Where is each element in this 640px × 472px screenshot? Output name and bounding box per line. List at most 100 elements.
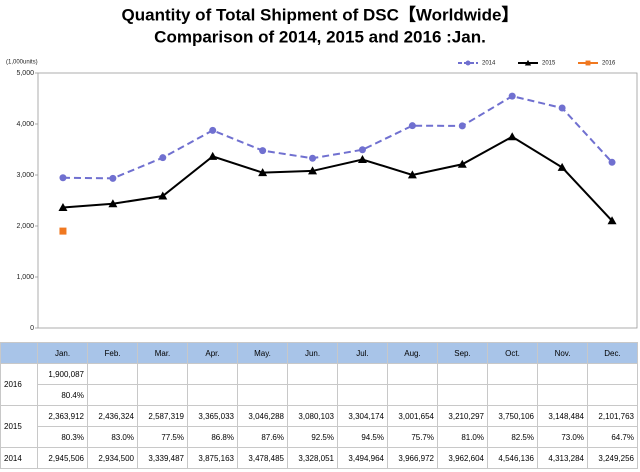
table-row: 2014 2,945,506 2,934,500 3,339,487 3,875,163…: [0, 447, 638, 469]
table-cell: 3,304,174: [337, 405, 388, 427]
table-row: 80.3% 83.0% 77.5% 86.8% 87.6% 92.5% 94.5% 75.7%…: [1, 426, 638, 448]
header-row: Jan. Feb. Mar. Apr. May. Jun. Jul. Aug. Sep. Oct.…: [0, 342, 638, 364]
table-cell: [237, 363, 288, 385]
table-cell: 77.5%: [137, 426, 188, 448]
table-cell: [487, 384, 538, 406]
table-cell: [437, 384, 488, 406]
point: [258, 168, 268, 177]
column-header: Aug.: [387, 342, 438, 364]
point: [458, 122, 466, 130]
data-table: Jan. Feb. Mar. Apr. May. Jun. Jul. Aug. Sep. Oct.…: [0, 342, 638, 469]
chart-title: Quantity of Total Shipment of DSC【Worldw…: [122, 4, 519, 24]
table-cell: 3,966,972: [387, 447, 438, 469]
point: [109, 174, 117, 182]
table-cell: 3,046,288: [237, 405, 288, 427]
table-cell: [87, 384, 138, 406]
table-cell: 2,934,500: [87, 447, 138, 469]
table-cell: [187, 384, 238, 406]
table-cell: 80.4%: [37, 384, 88, 406]
point: [507, 132, 517, 141]
point: [158, 191, 168, 200]
point: [208, 151, 218, 160]
table-cell: 2,363,912: [37, 405, 88, 427]
table-cell: [587, 363, 638, 385]
table-cell: [537, 363, 588, 385]
legend-label: 2014: [482, 61, 496, 67]
table-cell: 94.5%: [337, 426, 388, 448]
table-cell: 87.6%: [237, 426, 288, 448]
point: [108, 199, 118, 208]
point: [558, 104, 566, 112]
year-label: 2015: [0, 405, 38, 448]
table-cell: 73.0%: [537, 426, 588, 448]
table-cell: 86.8%: [187, 426, 238, 448]
column-header: Jul.: [337, 342, 388, 364]
y-tick-label: 3,000: [16, 172, 34, 179]
column-header: Nov.: [537, 342, 588, 364]
point: [407, 170, 417, 179]
point: [608, 158, 616, 166]
chart-subtitle: Comparison of 2014, 2015 and 2016 :Jan.: [154, 27, 486, 46]
column-header: Mar.: [137, 342, 188, 364]
point: [159, 154, 167, 162]
y-tick-label: 0: [30, 325, 34, 332]
series-line: [62, 95, 613, 180]
table-cell: [587, 384, 638, 406]
table-cell: [487, 363, 538, 385]
table-cell: 3,328,051: [287, 447, 338, 469]
table-cell: 3,875,163: [187, 447, 238, 469]
table-cell: 3,750,106: [487, 405, 538, 427]
table-cell: 4,546,136: [487, 447, 538, 469]
table-cell: [137, 384, 188, 406]
table-row: 2015 2,363,912 2,436,324 2,587,319 3,365,033…: [0, 405, 638, 448]
column-header: Dec.: [587, 342, 638, 364]
table-cell: 2,436,324: [87, 405, 138, 427]
table-cell: [287, 363, 338, 385]
table-cell: 2,587,319: [137, 405, 188, 427]
point: [308, 166, 318, 175]
point: [607, 216, 617, 225]
table-cell: 3,210,297: [437, 405, 488, 427]
column-header: May.: [237, 342, 288, 364]
point: [259, 147, 267, 155]
point: [309, 154, 317, 162]
table-cell: 3,148,484: [537, 405, 588, 427]
table-cell: 3,962,604: [437, 447, 488, 469]
point: [557, 162, 567, 171]
table-row: 2016 1,900,087: [0, 363, 638, 406]
legend-label: 2015: [542, 61, 556, 67]
table-cell: [337, 384, 388, 406]
point: [58, 202, 68, 211]
table-cell: 83.0%: [87, 426, 138, 448]
column-header: Sep.: [437, 342, 488, 364]
y-tick-label: 1,000: [16, 274, 34, 281]
table-cell: [387, 363, 438, 385]
table-cell: [137, 363, 188, 385]
table-cell: 92.5%: [287, 426, 338, 448]
column-header: Jun.: [287, 342, 338, 364]
series-line: [62, 135, 613, 222]
table-cell: 2,945,506: [37, 447, 88, 469]
table-row: 80.4%: [1, 384, 638, 406]
y-tick-label: 4,000: [16, 121, 34, 128]
table-cell: 3,001,654: [387, 405, 438, 427]
table-cell: [437, 363, 488, 385]
point: [508, 92, 516, 100]
corner-cell: [0, 342, 38, 364]
table-cell: [287, 384, 338, 406]
table-cell: 64.7%: [587, 426, 638, 448]
table-cell: [537, 384, 588, 406]
table-cell: 3,365,033: [187, 405, 238, 427]
point: [457, 159, 467, 168]
chart: Quantity of Total Shipment of DSC【Worldw…: [6, 4, 638, 332]
plot-frame: [37, 72, 638, 329]
table-cell: [187, 363, 238, 385]
table-cell: [337, 363, 388, 385]
point: [209, 126, 217, 134]
table-cell: [237, 384, 288, 406]
point: [408, 122, 416, 130]
table-cell: [387, 384, 438, 406]
point: [59, 227, 67, 235]
legend-marker: [524, 59, 532, 66]
